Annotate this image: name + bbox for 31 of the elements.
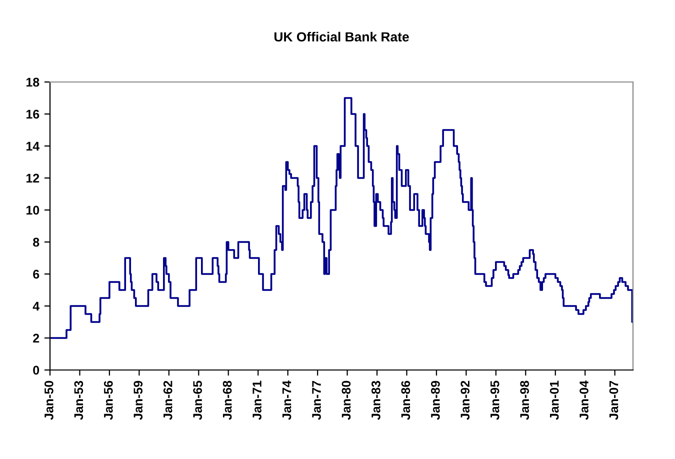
y-tick-label: 18 bbox=[26, 78, 40, 87]
x-tick-label: Jan-04 bbox=[580, 380, 588, 420]
y-tick-label: 2 bbox=[33, 334, 40, 343]
x-tick-label: Jan-07 bbox=[609, 380, 618, 420]
x-tick-label: Jan-98 bbox=[520, 380, 529, 420]
x-tick-label: Jan-62 bbox=[163, 380, 172, 420]
x-tick-label: Jan-71 bbox=[252, 380, 262, 420]
y-tick-label: 8 bbox=[33, 238, 40, 247]
y-tick-label: 14 bbox=[26, 142, 40, 151]
y-tick-label: 0 bbox=[33, 366, 40, 375]
y-tick-label: 12 bbox=[26, 174, 40, 183]
x-tick-label: Jan-95 bbox=[490, 380, 500, 420]
x-tick-label: Jan-80 bbox=[342, 380, 351, 420]
x-tick-label: Jan-65 bbox=[193, 380, 202, 420]
y-tick-label: 4 bbox=[32, 302, 40, 311]
chart-title: UK Official Bank Rate bbox=[274, 32, 409, 42]
x-tick-label: Jan-01 bbox=[550, 380, 559, 420]
x-tick-label: Jan-68 bbox=[222, 380, 232, 420]
y-tick-label: 16 bbox=[26, 110, 40, 119]
x-tick-label: Jan-89 bbox=[430, 380, 440, 420]
x-tick-label: Jan-50 bbox=[44, 380, 54, 420]
x-tick-label: Jan-86 bbox=[401, 380, 410, 420]
x-tick-label: Jan-59 bbox=[134, 380, 143, 420]
x-tick-label: Jan-56 bbox=[104, 380, 113, 420]
x-tick-label: Jan-77 bbox=[312, 380, 321, 420]
y-tick-label: 6 bbox=[33, 270, 40, 279]
x-tick-label: Jan-53 bbox=[74, 380, 84, 420]
y-tick-label: 10 bbox=[26, 206, 40, 215]
x-tick-label: Jan-83 bbox=[372, 380, 380, 420]
x-tick-label: Jan-92 bbox=[460, 380, 470, 420]
x-tick-label: Jan-74 bbox=[282, 380, 292, 420]
